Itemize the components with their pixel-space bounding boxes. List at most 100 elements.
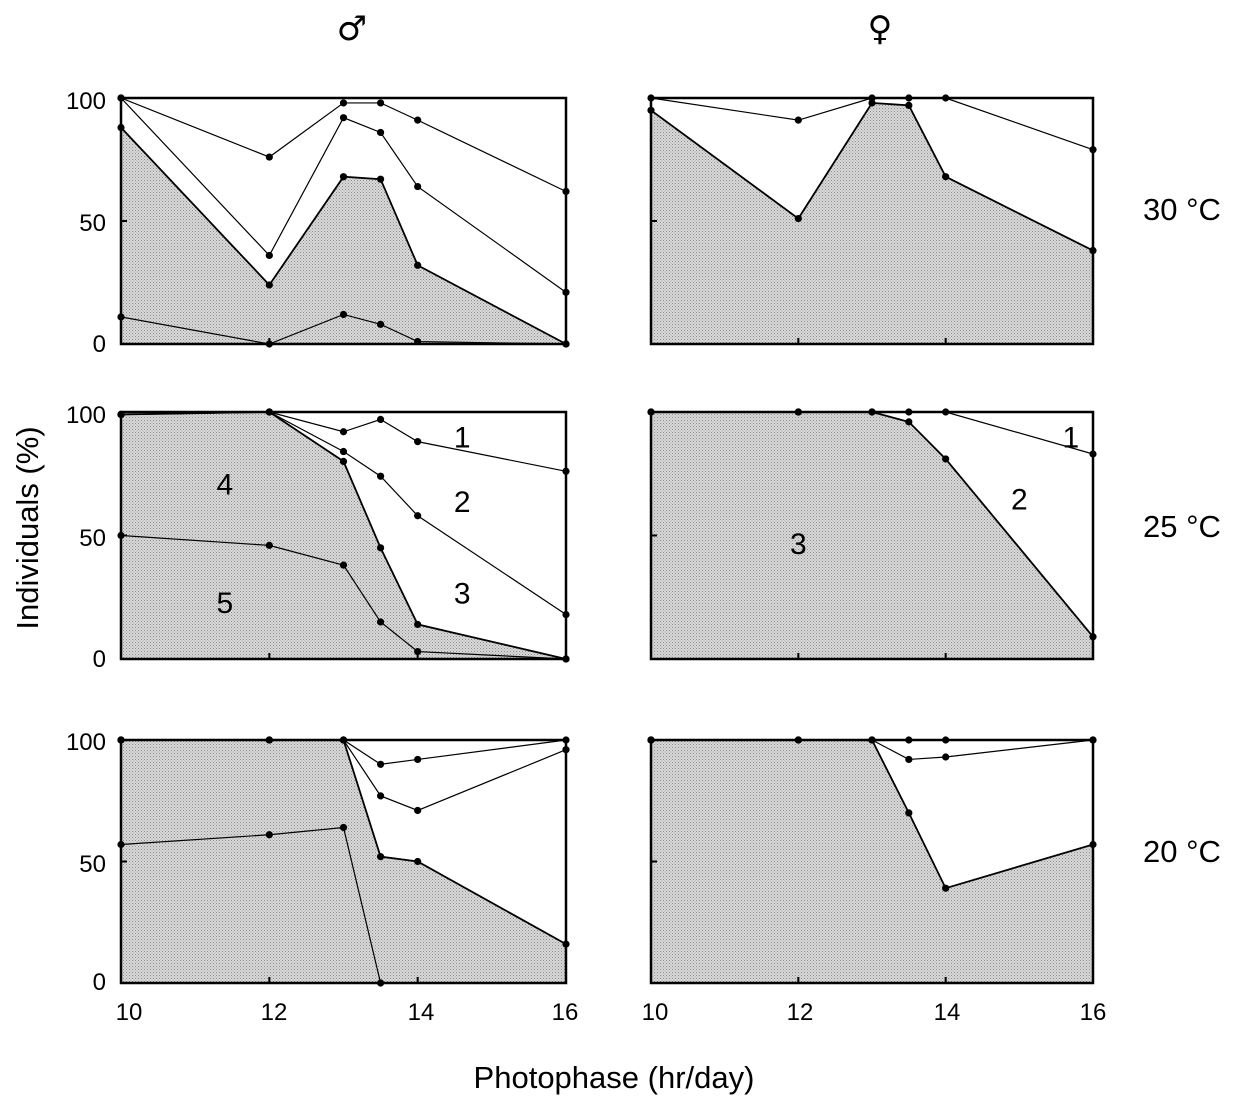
data-point <box>942 408 950 416</box>
ytick-labels-row-20: 100 50 0 <box>66 729 106 996</box>
series-line-4 <box>120 534 567 660</box>
data-point <box>265 408 273 416</box>
data-point <box>414 438 422 446</box>
data-point <box>868 736 876 744</box>
data-point <box>647 408 655 416</box>
data-point <box>905 736 913 744</box>
data-point <box>868 99 876 107</box>
data-point <box>562 940 570 948</box>
y-axis-label: Individuals (%) <box>10 426 45 629</box>
data-point <box>376 472 385 480</box>
xtick-label: 14 <box>408 999 435 1026</box>
data-point <box>414 806 422 815</box>
panel-male-25: 1 2 3 4 5 <box>117 408 570 663</box>
series-line-3 <box>651 739 1094 890</box>
data-point <box>647 94 655 102</box>
data-point <box>562 655 570 663</box>
region-label: 3 <box>790 528 807 561</box>
data-point <box>868 408 876 416</box>
data-point <box>265 340 273 348</box>
data-point <box>562 340 570 348</box>
data-point <box>1089 246 1097 255</box>
xtick-label: 10 <box>642 999 669 1026</box>
ytick-label: 100 <box>66 729 106 756</box>
row-label-20: 20 °C <box>1143 834 1221 869</box>
data-point <box>339 823 348 832</box>
data-point <box>562 610 570 619</box>
data-point <box>339 310 348 319</box>
data-point <box>562 187 570 196</box>
data-point <box>265 281 273 289</box>
data-point <box>414 755 422 764</box>
ytick-labels-row-30: 100 50 0 <box>66 88 106 358</box>
data-point <box>117 410 125 419</box>
data-point <box>794 214 802 223</box>
shaded-area <box>121 740 566 983</box>
data-point <box>647 106 655 114</box>
data-point <box>339 457 348 465</box>
data-point <box>376 415 385 424</box>
column-title-female: ♀ <box>868 9 893 49</box>
data-point <box>794 736 802 744</box>
data-point <box>339 114 348 122</box>
data-point <box>339 736 348 744</box>
data-point <box>376 979 385 987</box>
data-point <box>265 153 273 161</box>
x-axis-label: Photophase (hr/day) <box>474 1060 755 1095</box>
data-point <box>376 618 385 626</box>
ytick-label: 100 <box>66 402 106 429</box>
data-point <box>868 94 876 102</box>
data-point <box>942 884 950 892</box>
data-point <box>414 647 422 656</box>
panel-male-30 <box>117 94 570 348</box>
data-point <box>414 261 422 269</box>
ytick-label: 0 <box>93 969 106 996</box>
series-line-3 <box>120 126 567 345</box>
data-point <box>376 853 385 861</box>
shaded-area <box>121 412 566 659</box>
data-point <box>905 408 913 416</box>
data-point <box>117 94 125 102</box>
data-point <box>117 736 125 744</box>
data-point <box>414 620 422 629</box>
ytick-label: 50 <box>79 210 106 237</box>
series-line-4 <box>120 313 567 345</box>
data-point <box>117 313 125 321</box>
data-point <box>339 561 348 569</box>
series-line-2 <box>651 411 1094 638</box>
data-point <box>1089 736 1097 744</box>
data-point <box>265 736 273 744</box>
data-point <box>376 99 385 107</box>
shaded-area <box>121 127 566 345</box>
region-label: 2 <box>454 486 471 519</box>
region-label: 1 <box>1063 422 1080 455</box>
region-label: 5 <box>216 587 233 620</box>
data-point <box>942 455 950 463</box>
data-point <box>562 467 570 475</box>
series-line-1 <box>650 97 1094 151</box>
column-title-male: ♂ <box>337 9 367 49</box>
ytick-label: 0 <box>93 646 106 673</box>
data-point <box>942 173 950 181</box>
data-point <box>376 320 385 328</box>
series-line-2 <box>650 101 1094 252</box>
data-point <box>794 116 802 124</box>
ytick-labels-row-25: 100 50 0 <box>66 402 106 673</box>
panels: 1 2 3 4 5 1 2 3 <box>117 94 1097 987</box>
data-point <box>905 418 913 426</box>
ytick-label: 100 <box>66 88 106 115</box>
data-point <box>1089 633 1097 641</box>
xtick-label: 16 <box>552 999 579 1026</box>
data-point <box>942 753 950 761</box>
region-label: 4 <box>216 469 233 502</box>
data-point <box>1089 840 1097 849</box>
data-point <box>414 857 422 866</box>
data-point <box>339 99 348 107</box>
data-point <box>562 288 570 296</box>
data-point <box>905 94 913 102</box>
data-point <box>339 447 348 456</box>
xtick-labels-male: 10 12 14 16 <box>116 999 579 1026</box>
ytick-label: 50 <box>79 851 106 878</box>
data-point <box>265 251 273 260</box>
